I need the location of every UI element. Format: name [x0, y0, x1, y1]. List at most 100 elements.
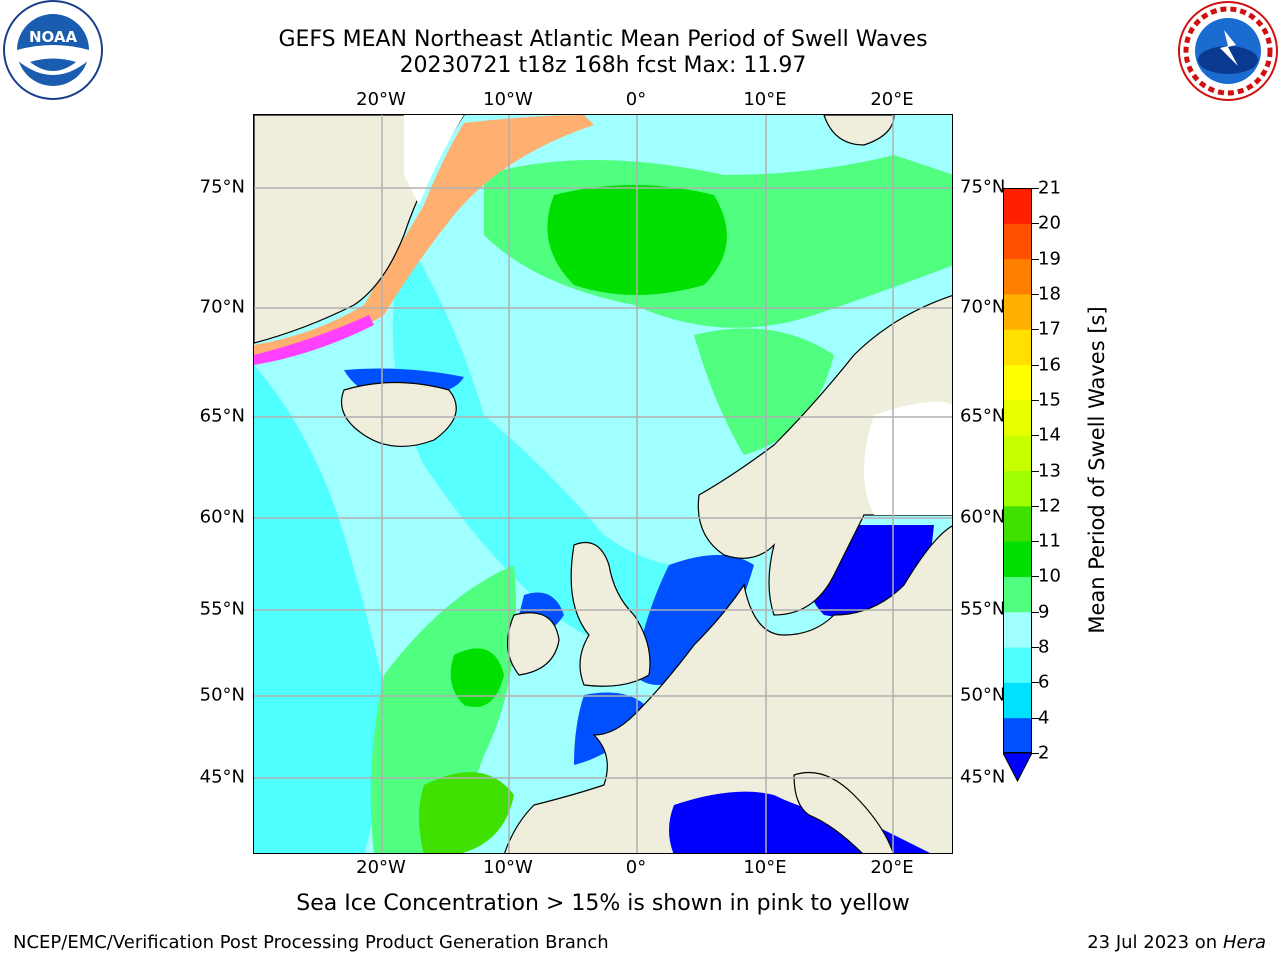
- footer-date-text: 23 Jul 2023 on: [1087, 932, 1223, 953]
- lon-label-bottom: 20°W: [356, 857, 406, 878]
- sea-ice-caption: Sea Ice Concentration > 15% is shown in …: [296, 891, 910, 916]
- colorbar-outline: [1003, 188, 1032, 753]
- scandinavia-land: [697, 295, 952, 616]
- sea-ice-band: [254, 315, 374, 365]
- svg-text:NOAA: NOAA: [29, 28, 78, 46]
- colorbar-tick-mark: [1032, 682, 1039, 684]
- lat-label-left: 55°N: [199, 598, 245, 620]
- colorbar-tick-label: 18: [1038, 283, 1061, 305]
- swell-zone-11-12: [419, 772, 514, 853]
- colorbar-tick-mark: [1032, 399, 1039, 401]
- colorbar-tick-label: 11: [1038, 530, 1061, 552]
- colorbar-segment: [1003, 399, 1032, 436]
- lat-label-right: 45°N: [960, 766, 1006, 788]
- colorbar-tick-label: 2: [1038, 742, 1050, 764]
- colorbar-tick-mark: [1032, 505, 1039, 507]
- lat-label-left: 45°N: [199, 766, 245, 788]
- colorbar-segment: [1003, 470, 1032, 507]
- lat-label-left: 75°N: [199, 176, 245, 198]
- lat-label-left: 60°N: [199, 506, 245, 528]
- swell-zone-2-4: [574, 692, 654, 765]
- swell-period-map[interactable]: [253, 114, 953, 854]
- colorbar-segment: [1003, 435, 1032, 471]
- colorbar-tick-label: 13: [1038, 460, 1061, 481]
- sea-ice-band: [254, 115, 594, 360]
- colorbar-segment: [1003, 223, 1032, 260]
- italy-land: [793, 771, 894, 853]
- swell-zone-6-8: [254, 365, 394, 853]
- colorbar-segment: [1003, 188, 1032, 224]
- lon-label-bottom: 0°: [625, 857, 647, 878]
- colorbar-tick-label: 6: [1038, 671, 1050, 693]
- footer-machine: Hera: [1222, 932, 1266, 953]
- colorbar-segment: [1003, 329, 1032, 366]
- colorbar-segment: [1003, 364, 1032, 401]
- lon-label-bottom: 10°W: [483, 857, 533, 878]
- colorbar-tick-mark: [1032, 258, 1039, 260]
- lat-label-right: 75°N: [960, 176, 1006, 198]
- colorbar-tick-label: 14: [1038, 424, 1061, 446]
- colorbar-tick-label: 9: [1038, 601, 1050, 623]
- colorbar-segment: [1003, 258, 1032, 295]
- lon-label-top: 0°: [625, 89, 647, 110]
- nws-logo: [1178, 1, 1278, 101]
- swell-zone-9-10: [370, 565, 516, 853]
- great-britain-land: [570, 541, 651, 687]
- colorbar-segment: [1003, 541, 1032, 577]
- footer-date: 23 Jul 2023 on Hera: [1087, 932, 1266, 953]
- colorbar-label: Mean Period of Swell Waves [s]: [1085, 306, 1109, 634]
- colorbar-tick-mark: [1032, 329, 1039, 331]
- colorbar-tick-mark: [1032, 364, 1039, 366]
- lon-label-top: 20°W: [356, 89, 406, 110]
- lon-label-top: 10°E: [743, 89, 787, 110]
- swell-zone-10-11: [450, 648, 504, 707]
- colorbar-segment: [1003, 647, 1032, 683]
- colorbar-tick-label: 17: [1038, 318, 1061, 340]
- colorbar-extend-arrow: [1003, 752, 1032, 783]
- colorbar-tick-mark: [1032, 293, 1039, 295]
- colorbar-segment: [1003, 576, 1032, 613]
- colorbar-segment: [1003, 293, 1032, 330]
- colorbar-tick-label: 20: [1038, 212, 1061, 234]
- lat-label-right: 55°N: [960, 598, 1006, 620]
- iceland-land: [340, 381, 457, 448]
- colorbar-tick-mark: [1032, 435, 1039, 437]
- chart-subtitle: 20230721 t18z 168h fcst Max: 11.97: [399, 53, 807, 78]
- colorbar-tick-mark: [1032, 188, 1039, 189]
- colorbar-segment: [1003, 717, 1032, 754]
- lon-label-bottom: 10°E: [743, 857, 787, 878]
- chart-title: GEFS MEAN Northeast Atlantic Mean Period…: [278, 27, 928, 52]
- swell-zone-9-10: [694, 328, 834, 455]
- colorbar: [1003, 188, 1032, 783]
- colorbar-tick-label: 21: [1038, 177, 1061, 199]
- swell-zone-2-4: [634, 555, 754, 685]
- lon-label-top: 20°E: [870, 89, 914, 110]
- lat-label-right: 60°N: [960, 506, 1006, 528]
- colorbar-tick-label: 10: [1038, 565, 1061, 587]
- europe-land: [504, 525, 952, 853]
- colorbar-tick-mark: [1032, 541, 1039, 543]
- colorbar-tick-label: 4: [1038, 707, 1050, 729]
- colorbar-tick-mark: [1032, 717, 1039, 719]
- colorbar-tick-mark: [1032, 611, 1039, 613]
- lat-label-right: 65°N: [960, 405, 1006, 427]
- colorbar-tick-mark: [1032, 223, 1039, 225]
- lat-label-left: 50°N: [199, 684, 245, 706]
- colorbar-tick-mark: [1032, 753, 1039, 754]
- graticule: [254, 115, 952, 853]
- colorbar-tick-label: 8: [1038, 636, 1050, 658]
- lat-label-left: 65°N: [199, 405, 245, 427]
- lon-label-bottom: 20°E: [870, 857, 914, 878]
- colorbar-tick-mark: [1032, 470, 1039, 472]
- ireland-land: [506, 612, 560, 676]
- lat-label-left: 70°N: [199, 296, 245, 318]
- footer-credit: NCEP/EMC/Verification Post Processing Pr…: [13, 932, 609, 953]
- colorbar-tick-mark: [1032, 576, 1039, 578]
- colorbar-segment: [1003, 682, 1032, 719]
- sweden-lakes: [864, 401, 952, 515]
- lat-label-right: 50°N: [960, 684, 1006, 706]
- colorbar-tick-label: 19: [1038, 248, 1061, 270]
- lat-label-right: 70°N: [960, 296, 1006, 318]
- colorbar-segment: [1003, 505, 1032, 542]
- greenland-ice: [404, 115, 464, 205]
